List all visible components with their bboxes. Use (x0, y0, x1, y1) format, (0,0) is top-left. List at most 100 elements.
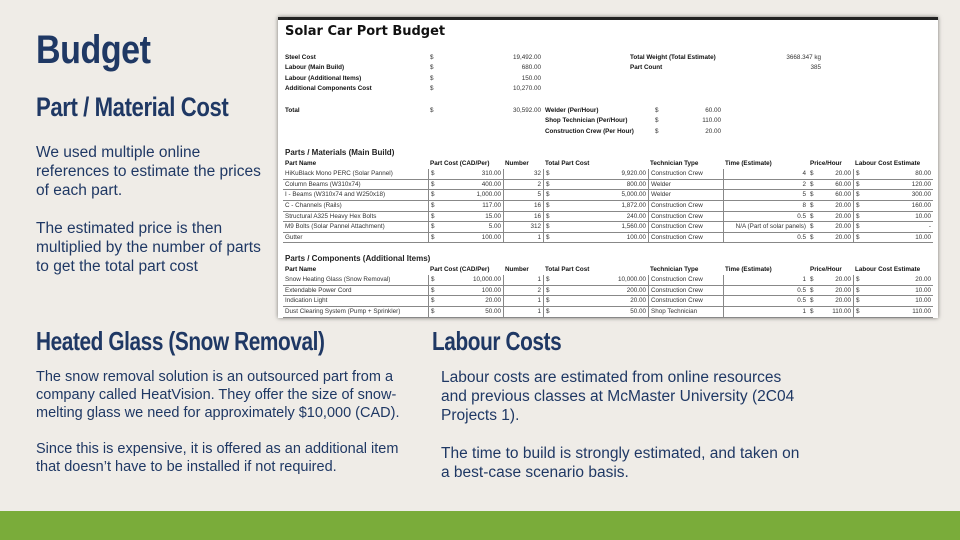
currency: $ (808, 286, 823, 297)
currency: $ (808, 201, 823, 212)
main-build-table-row: Structural A325 Heavy Hex Bolts $15.00 16 $… (283, 211, 933, 223)
currency: $ (808, 233, 823, 244)
labour-paragraph: The time to build is strongly estimated,… (441, 445, 800, 481)
labour-cost: 10.00 (868, 212, 933, 223)
part-name: Extendable Power Cord (283, 286, 428, 297)
summary-label: Total Weight (Total Estimate) (630, 53, 716, 61)
currency: $ (428, 275, 448, 286)
part-cost: 400.00 (448, 180, 503, 191)
currency: $ (853, 179, 868, 191)
additional-items-table-row: Indication Light $20.00 1 $20.00 Constructio… (283, 296, 933, 307)
part-name: I - Beams (W310x74 and W250x18) (283, 190, 428, 201)
part-number: 16 (503, 201, 543, 212)
labour-cost: 10.00 (868, 296, 933, 307)
main-build-table-row: Gutter $100.00 1 $100.00 Construction Crew 0.… (283, 232, 933, 244)
summary-label: Labour (Main Build) (285, 64, 345, 72)
currency: $ (543, 211, 563, 223)
currency: $ (853, 307, 868, 318)
currency: $ (428, 201, 448, 212)
summary-value: 10,270.00 (512, 85, 541, 93)
technician-type: Welder (648, 190, 723, 201)
slide-subtitle: Part / Material Cost (36, 92, 229, 122)
part-cost: 10,000.00 (448, 275, 503, 286)
column-header: Technician Type (650, 159, 699, 167)
total-part-cost: 9,920.00 (563, 169, 648, 180)
column-header: Labour Cost Estimate (855, 265, 921, 273)
part-name: Snow Heating Glass (Snow Removal) (283, 275, 428, 286)
currency: $ (543, 222, 563, 233)
part-cost: 100.00 (448, 286, 503, 297)
labour-text: Labour costs are estimated from online r… (441, 368, 801, 501)
column-header: Part Name (285, 159, 317, 167)
technician-type: Construction Crew (648, 275, 723, 286)
part-name: Gutter (283, 233, 428, 244)
additional-items-heading: Parts / Components (Additional Items) (283, 254, 933, 265)
labour-cost: 110.00 (868, 307, 933, 318)
section-heading: Parts / Components (Additional Items) (285, 254, 431, 263)
glass-paragraph: The snow removal solution is an outsourc… (36, 369, 400, 421)
rate-row: Shop Technician (Per/Hour) $110.00 (283, 116, 933, 127)
heated-glass-text: The snow removal solution is an outsourc… (36, 368, 416, 494)
main-build-header-row: Part Name Part Cost (CAD/Per) Number Total … (283, 159, 933, 170)
currency: $ (808, 212, 823, 223)
rate-label: Welder (Per/Hour) (545, 106, 599, 114)
part-cost: 310.00 (448, 169, 503, 180)
part-name: HiKuBlack Mono PERC (Solar Pannel) (283, 169, 428, 180)
part-number: 1 (503, 296, 543, 307)
currency: $ (853, 222, 868, 233)
glass-paragraph: Since this is expensive, it is offered a… (36, 441, 399, 475)
additional-items-table-row: Dust Clearing System (Pump + Sprinkler) $… (283, 307, 933, 318)
summary-value: 150.00 (521, 74, 541, 82)
summary-value: 3668.347 kg (786, 53, 821, 61)
main-build-table-row: M9 Bolts (Solar Pannel Attachment) $5.00 3… (283, 222, 933, 233)
sheet-title: Solar Car Port Budget (285, 24, 446, 39)
currency: $ (808, 296, 823, 307)
currency: $ (543, 296, 563, 307)
currency: $ (428, 211, 448, 223)
part-name: Column Beams (W310x74) (283, 180, 428, 191)
column-header: Time (Estimate) (725, 159, 772, 167)
currency: $ (808, 169, 823, 180)
currency: $ (428, 285, 448, 297)
currency: $ (853, 190, 868, 201)
summary-row: Additional Components Cost $10,270.00 (283, 84, 933, 95)
part-name: Structural A325 Heavy Hex Bolts (283, 212, 428, 223)
footer-bar (0, 511, 960, 540)
currency: $ (808, 180, 823, 191)
total-row: Total $30,592.00 Welder (Per/Hour) $60.00 (283, 106, 933, 117)
summary-row: Labour (Additional Items) $150.00 (283, 74, 933, 85)
currency: $ (808, 222, 823, 233)
rate-label: Shop Technician (Per/Hour) (545, 117, 628, 125)
total-part-cost: 200.00 (563, 286, 648, 297)
summary-label: Additional Components Cost (285, 85, 372, 93)
rate-value: 20.00 (705, 127, 721, 135)
part-cost: 5.00 (448, 222, 503, 233)
column-header: Part Cost (CAD/Per) (430, 159, 490, 167)
price-per-hour: 20.00 (823, 296, 853, 307)
rate-value: 60.00 (705, 106, 721, 114)
total-part-cost: 240.00 (563, 212, 648, 223)
currency: $ (543, 275, 563, 286)
main-build-table-row: Column Beams (W310x74) $400.00 2 $800.00 Wel… (283, 179, 933, 191)
intro-paragraph: We used multiple online references to es… (36, 144, 261, 199)
main-build-table-row: HiKuBlack Mono PERC (Solar Pannel) $310.0… (283, 169, 933, 180)
currency: $ (808, 275, 823, 286)
additional-items-table-row: Extendable Power Cord $100.00 2 $200.00 Cons… (283, 285, 933, 297)
labour-paragraph: Labour costs are estimated from online r… (441, 369, 795, 424)
technician-type: Shop Technician (648, 307, 723, 318)
intro-text: We used multiple online references to es… (36, 143, 271, 295)
column-header: Price/Hour (810, 159, 842, 167)
total-part-cost: 20.00 (563, 296, 648, 307)
column-header: Time (Estimate) (725, 265, 772, 273)
column-header: Technician Type (650, 265, 699, 273)
time-estimate: 1 (723, 275, 808, 286)
total-part-cost: 100.00 (563, 233, 648, 244)
total-label: Total (285, 106, 300, 114)
technician-type: Construction Crew (648, 285, 723, 297)
summary-label: Steel Cost (285, 53, 316, 61)
currency: $ (428, 169, 448, 180)
currency: $ (430, 53, 434, 61)
price-per-hour: 20.00 (823, 286, 853, 297)
currency: $ (853, 201, 868, 212)
total-part-cost: 10,000.00 (563, 275, 648, 286)
